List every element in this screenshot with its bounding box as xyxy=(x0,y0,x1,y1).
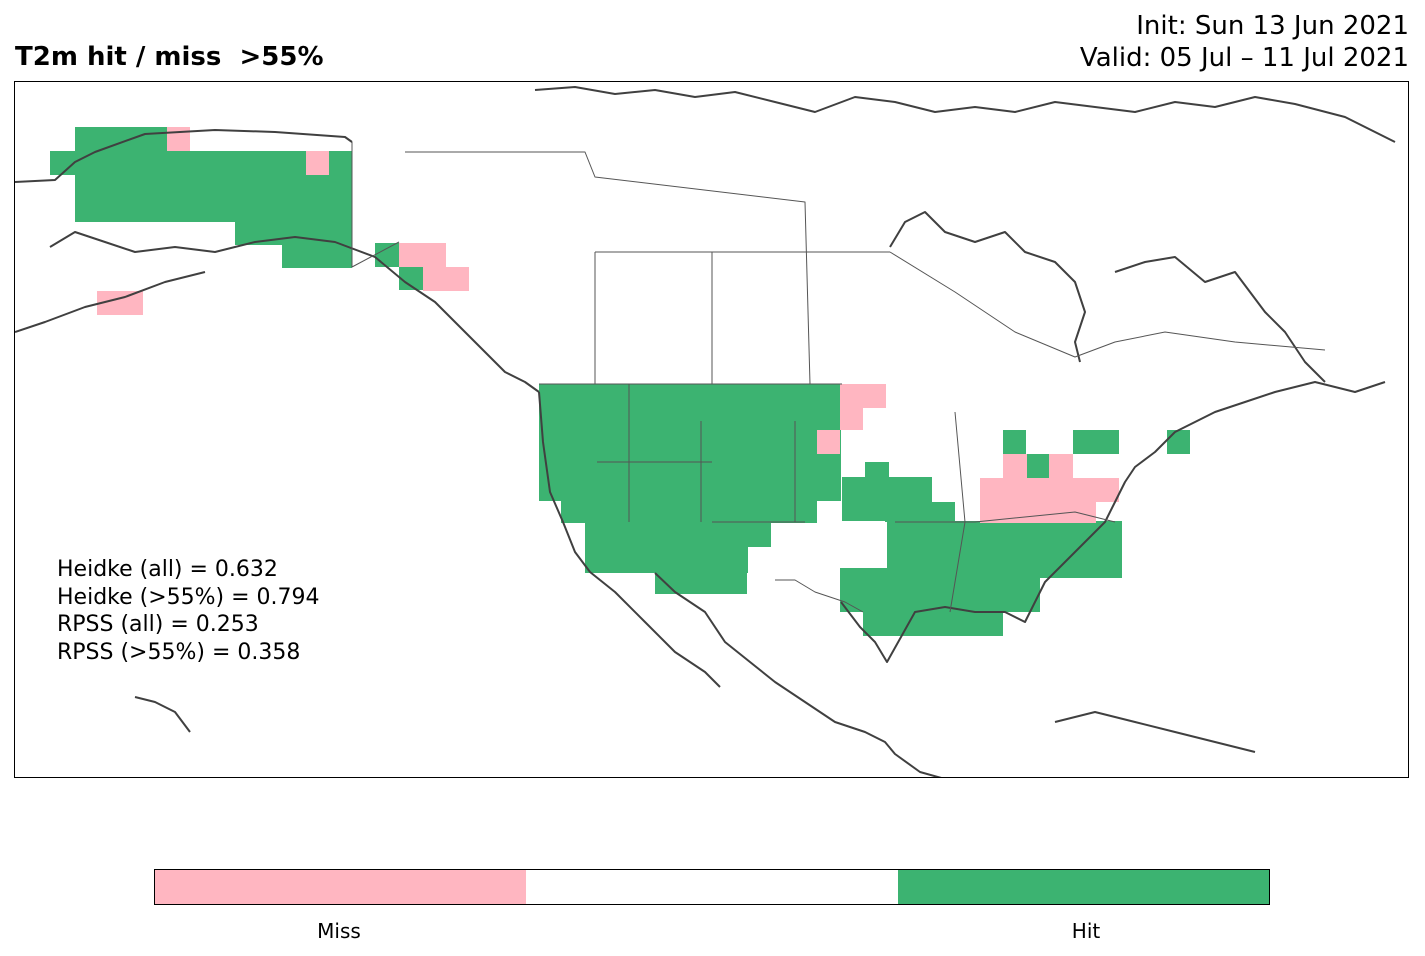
coastline xyxy=(654,572,942,777)
political-border xyxy=(351,142,400,268)
miss-cell xyxy=(423,267,469,291)
miss-cell xyxy=(1003,454,1027,478)
hit-cell xyxy=(585,523,771,547)
map-outlines xyxy=(15,86,1396,777)
coastline xyxy=(889,211,1086,363)
map-canvas xyxy=(15,86,1396,777)
colorbar xyxy=(154,869,1270,905)
coastline xyxy=(840,381,1386,663)
miss-cell xyxy=(167,127,190,151)
hit-cell xyxy=(655,573,747,594)
hit-cell xyxy=(50,151,352,175)
miss-cell xyxy=(1049,454,1073,478)
rpss-55: RPSS (>55%) = 0.358 xyxy=(57,639,301,665)
date-info: Init: Sun 13 Jun 2021 Valid: 05 Jul – 11… xyxy=(1080,10,1409,74)
miss-cell xyxy=(840,408,863,430)
hit-cell xyxy=(840,568,1040,612)
coastline xyxy=(15,129,353,183)
rpss-all: RPSS (all) = 0.253 xyxy=(57,612,259,637)
coastline xyxy=(534,86,1396,143)
coastline xyxy=(1054,711,1256,753)
political-border xyxy=(889,251,1326,358)
political-border xyxy=(405,151,811,385)
hit-cell xyxy=(1167,430,1190,454)
hit-cell xyxy=(1003,430,1026,454)
coastline xyxy=(15,271,206,333)
hit-cell xyxy=(561,501,817,523)
heidke-all: Heidke (all) = 0.632 xyxy=(57,557,278,582)
coastline xyxy=(1114,256,1326,383)
miss-cell xyxy=(817,430,840,454)
map-title: T2m hit / miss >55% xyxy=(15,42,324,72)
coastline xyxy=(538,391,721,688)
score-stats: Heidke (all) = 0.632 Heidke (>55%) = 0.7… xyxy=(57,556,320,666)
hit-cell xyxy=(539,421,841,501)
colorbar-neutral-segment xyxy=(526,870,898,904)
hit-cell xyxy=(282,245,352,268)
hit-cell xyxy=(885,502,955,522)
hit-miss-grid xyxy=(50,127,1190,636)
map-panel xyxy=(14,81,1409,778)
colorbar-label-hit: Hit xyxy=(1071,919,1101,943)
hit-cell xyxy=(539,384,840,421)
miss-cell xyxy=(1096,478,1119,502)
hit-cell xyxy=(585,547,748,573)
coastline xyxy=(49,231,540,393)
colorbar-label-miss: Miss xyxy=(317,919,361,943)
heidke-55: Heidke (>55%) = 0.794 xyxy=(57,584,320,610)
political-border xyxy=(895,511,1116,523)
hit-cell xyxy=(1073,430,1119,454)
init-date: Init: Sun 13 Jun 2021 xyxy=(1136,11,1409,41)
hit-cell xyxy=(235,222,352,245)
valid-date: Valid: 05 Jul – 11 Jul 2021 xyxy=(1079,43,1409,73)
hit-cell xyxy=(75,127,167,151)
political-border xyxy=(775,579,864,613)
hit-cell xyxy=(75,175,352,222)
miss-cell xyxy=(306,151,329,175)
coastline xyxy=(134,696,191,733)
hit-cell xyxy=(1026,454,1049,478)
miss-cell xyxy=(399,243,446,267)
miss-cell xyxy=(980,478,1026,523)
colorbar-hit-segment xyxy=(897,870,1269,904)
hit-cell xyxy=(375,243,399,267)
colorbar-miss-segment xyxy=(155,870,527,904)
hit-cell xyxy=(399,267,423,290)
hit-cell xyxy=(863,612,1003,636)
miss-cell xyxy=(840,384,886,408)
